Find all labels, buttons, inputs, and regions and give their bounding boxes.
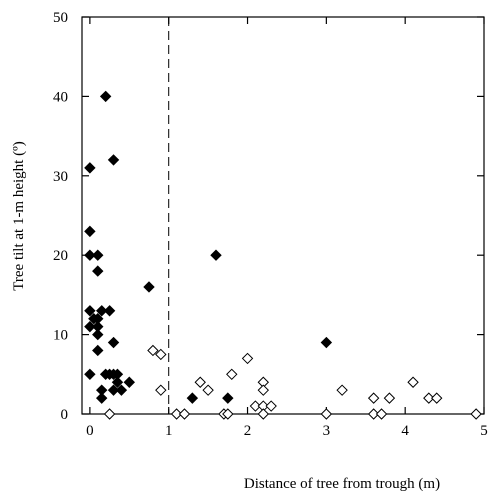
filled-diamond-point xyxy=(103,305,116,317)
filled-diamond-point xyxy=(115,384,128,396)
filled-diamond-point xyxy=(186,392,199,404)
filled-diamond-point xyxy=(107,336,120,349)
filled-diamond-point xyxy=(107,384,120,396)
open-diamond-point xyxy=(336,384,348,396)
open-diamond-point xyxy=(367,408,380,420)
open-diamond-point xyxy=(170,408,183,420)
filled-diamond-point xyxy=(92,249,104,261)
filled-diamond-point xyxy=(320,336,333,349)
open-diamond-point xyxy=(155,348,167,361)
open-diamond-point xyxy=(147,344,159,357)
open-diamond-point xyxy=(367,392,380,404)
open-diamond-point xyxy=(178,408,191,420)
open-diamond-point xyxy=(470,408,482,420)
x-tick-label: 2 xyxy=(244,423,252,439)
data-points-group xyxy=(84,90,482,420)
filled-diamond-point xyxy=(210,249,222,261)
open-diamond-point xyxy=(222,408,234,420)
open-diamond-point xyxy=(407,376,419,388)
y-tick-label: 40 xyxy=(53,89,68,105)
x-tick-label: 1 xyxy=(165,423,173,439)
open-diamond-point xyxy=(375,408,388,420)
open-diamond-point xyxy=(194,376,206,388)
filled-diamond-point xyxy=(99,90,112,103)
y-tick-label: 0 xyxy=(61,407,69,423)
filled-diamond-point xyxy=(111,376,124,388)
open-diamond-point xyxy=(430,392,443,404)
y-axis-title: Tree tilt at 1-m height (º) xyxy=(11,141,27,291)
filled-diamond-point xyxy=(84,368,96,381)
open-diamond-point xyxy=(155,384,167,396)
plot-frame xyxy=(81,16,485,415)
filled-diamond-point xyxy=(107,154,120,166)
x-axis-title: Distance of tree from trough (m) xyxy=(244,476,440,492)
open-diamond-point xyxy=(257,384,270,396)
filled-diamond-point xyxy=(222,392,234,404)
open-diamond-point xyxy=(202,384,214,396)
open-diamond-point xyxy=(383,392,396,404)
filled-diamond-point xyxy=(92,328,104,341)
open-diamond-point xyxy=(265,400,277,412)
filled-diamond-point xyxy=(95,392,108,404)
open-diamond-point xyxy=(249,400,262,412)
open-diamond-point xyxy=(241,352,254,365)
y-tick-label: 10 xyxy=(53,328,68,344)
filled-diamond-point xyxy=(84,249,96,261)
filled-diamond-point xyxy=(84,305,96,317)
y-tick-label: 50 xyxy=(53,10,68,26)
open-diamond-point xyxy=(257,408,270,420)
x-tick-label: 3 xyxy=(323,423,331,439)
x-tick-label: 5 xyxy=(480,423,488,439)
filled-diamond-point xyxy=(92,344,104,357)
filled-diamond-point xyxy=(95,305,108,317)
filled-diamond-point xyxy=(84,225,96,238)
open-diamond-point xyxy=(226,368,238,381)
filled-diamond-point xyxy=(92,265,104,277)
ticks-group xyxy=(82,16,485,415)
filled-diamond-point xyxy=(84,162,96,174)
x-tick-label: 0 xyxy=(86,423,94,439)
y-tick-label: 20 xyxy=(53,248,68,264)
filled-diamond-point xyxy=(123,376,136,388)
filled-diamond-point xyxy=(84,320,96,333)
open-diamond-point xyxy=(320,408,333,420)
filled-diamond-point xyxy=(143,281,155,293)
open-diamond-point xyxy=(423,392,435,404)
open-diamond-point xyxy=(103,408,116,420)
y-tick-label: 30 xyxy=(53,169,68,185)
x-tick-label: 4 xyxy=(401,423,409,439)
